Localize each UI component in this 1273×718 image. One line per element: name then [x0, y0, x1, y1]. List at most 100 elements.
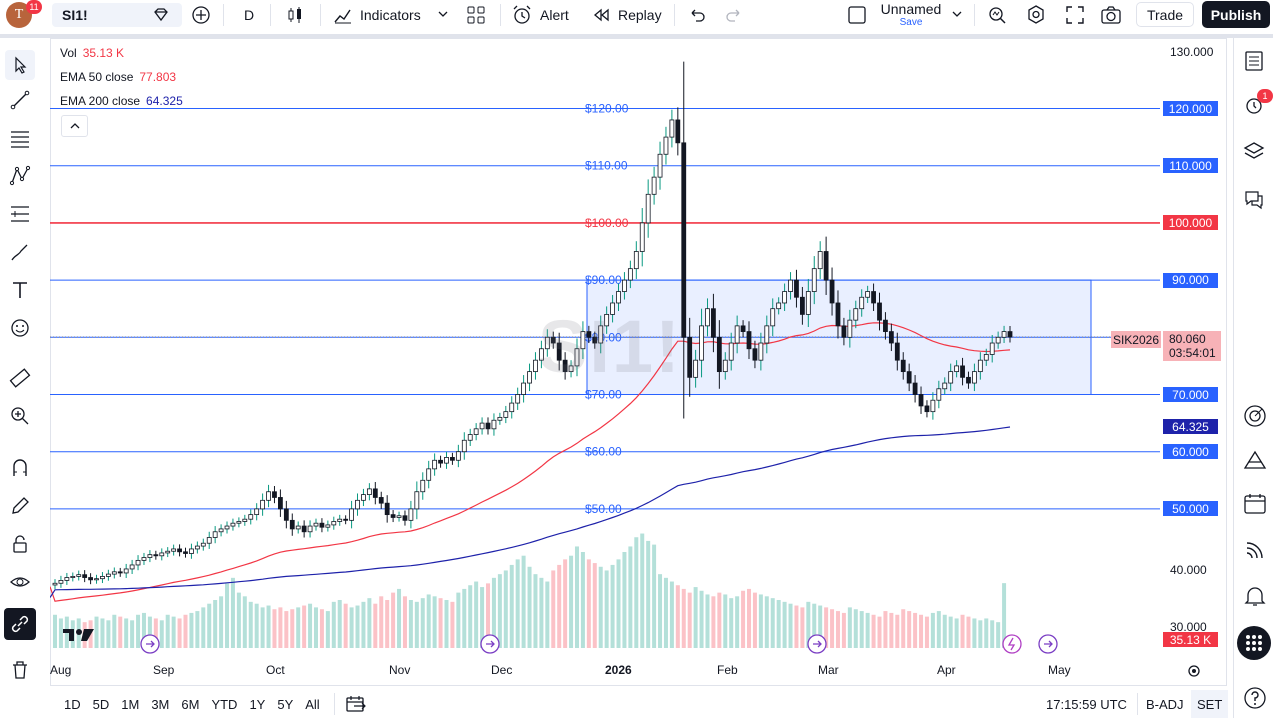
layout-square-icon[interactable]	[847, 5, 867, 25]
volume-bar	[960, 614, 965, 648]
apps-button[interactable]	[1237, 626, 1271, 660]
legend-vol-label: Vol	[60, 46, 77, 60]
range-5d[interactable]: 5D	[92, 696, 110, 712]
candle-type-icon[interactable]	[285, 5, 305, 25]
arrow-right-icon	[1044, 640, 1053, 648]
zoom-tool[interactable]	[8, 404, 32, 428]
alert-button[interactable]: Alert	[540, 7, 569, 23]
watchlist-icon[interactable]	[1243, 50, 1265, 72]
range-1y[interactable]: 1Y	[249, 696, 266, 712]
price-axis-tag[interactable]: 90.000	[1163, 272, 1218, 288]
trend-line-tool[interactable]	[8, 88, 32, 112]
streams-icon[interactable]	[1243, 538, 1267, 562]
camera-snapshot-icon[interactable]	[1100, 4, 1122, 26]
candle-body	[568, 365, 574, 373]
notifications-bell-icon[interactable]	[1243, 584, 1267, 608]
last-price-tag[interactable]: 80.060 03:54:01	[1163, 331, 1221, 361]
session-toggle[interactable]: SET	[1191, 690, 1229, 718]
volume-bar	[225, 583, 230, 648]
hline-label: $100.00	[585, 216, 629, 230]
candle-body	[556, 342, 562, 361]
chat-icon[interactable]	[1243, 188, 1265, 210]
volume-bar	[841, 612, 846, 648]
replay-button[interactable]: Replay	[618, 7, 662, 23]
ideas-icon[interactable]	[1243, 448, 1267, 472]
price-axis-tag[interactable]: 60.000	[1163, 444, 1218, 460]
candle-body	[799, 296, 805, 315]
ema200-line[interactable]	[50, 426, 1011, 598]
chart-pane[interactable]	[50, 38, 1227, 686]
dividend-marker[interactable]	[1002, 634, 1022, 654]
fullscreen-icon[interactable]	[1064, 4, 1086, 26]
price-axis-tag[interactable]: 50.000	[1163, 501, 1218, 517]
help-icon[interactable]	[1243, 686, 1267, 710]
volume-bar	[290, 609, 295, 648]
candle-body	[278, 497, 283, 510]
chart-canvas[interactable]: $120.00$110.00$100.00$90.00$80.00$70.00$…	[50, 38, 1160, 658]
lock-tool[interactable]	[8, 532, 32, 556]
undo-icon[interactable]	[687, 5, 707, 25]
legend-ema200-label: EMA 200 close	[60, 94, 141, 108]
legend-ema200[interactable]: EMA 200 close 64.325	[60, 94, 183, 108]
legend-volume[interactable]: Vol 35.13 K	[60, 46, 124, 60]
fib-tool[interactable]	[8, 202, 32, 226]
magnet-tool[interactable]	[8, 456, 32, 480]
visibility-tool[interactable]	[8, 570, 32, 594]
target-icon[interactable]	[1243, 404, 1267, 428]
emoji-tool[interactable]	[8, 316, 32, 340]
range-6m[interactable]: 6M	[181, 696, 200, 712]
chevron-down-icon[interactable]	[438, 10, 448, 18]
interval-button[interactable]: D	[244, 7, 255, 23]
pattern-tool[interactable]	[8, 164, 32, 188]
badj-toggle[interactable]: B-ADJ	[1146, 696, 1184, 712]
remove-drawings-tool[interactable]	[8, 658, 32, 682]
settings-gear-icon[interactable]	[1025, 4, 1047, 26]
redo-icon[interactable]	[724, 5, 744, 25]
candle-body	[645, 193, 651, 224]
text-tool[interactable]	[8, 278, 32, 302]
range-1d[interactable]: 1D	[64, 696, 81, 712]
price-axis-tag[interactable]: 120.000	[1163, 101, 1218, 116]
alerts-clock-icon[interactable]	[1243, 94, 1265, 116]
range-all[interactable]: All	[305, 696, 320, 712]
price-axis-tag[interactable]: 35.13 K	[1163, 632, 1218, 647]
layouts-grid-icon[interactable]	[466, 5, 486, 25]
indicators-button[interactable]: Indicators	[360, 7, 421, 23]
price-axis-tag[interactable]: 64.325	[1163, 419, 1218, 435]
cursor-tool[interactable]	[5, 50, 35, 80]
candle-body	[746, 331, 752, 350]
sync-drawings-tool[interactable]	[4, 608, 36, 640]
publish-button[interactable]: Publish	[1202, 1, 1270, 28]
layout-name-button[interactable]: Unnamed Save	[874, 2, 948, 30]
legend-ema50[interactable]: EMA 50 close 77.803	[60, 70, 176, 84]
quick-search-icon[interactable]	[986, 4, 1008, 26]
calendar-icon[interactable]	[1243, 492, 1267, 516]
timezone-settings-icon[interactable]	[1187, 664, 1201, 678]
arrow-right-icon	[146, 640, 155, 648]
symbol-search-button[interactable]: SI1!	[52, 3, 182, 27]
collapse-legend-button[interactable]	[61, 115, 88, 137]
range-3m[interactable]: 3M	[151, 696, 170, 712]
add-symbol-icon[interactable]	[191, 5, 211, 25]
chevron-down-icon[interactable]	[952, 10, 962, 18]
volume-bar	[391, 592, 396, 648]
price-axis-tag[interactable]: 110.000	[1163, 158, 1218, 174]
brush-tool[interactable]	[8, 240, 32, 264]
candle-body	[776, 302, 782, 310]
range-1m[interactable]: 1M	[121, 696, 140, 712]
bottom-toolbar: 1D 5D 1M 3M 6M YTD 1Y 5Y All 17:15:59 UTC B-ADJ …	[50, 690, 1230, 718]
cursor-arrow-icon	[15, 56, 27, 74]
trade-button[interactable]: Trade	[1136, 2, 1194, 27]
horizontal-lines-tool[interactable]	[8, 126, 32, 150]
volume-bar	[355, 605, 360, 648]
ruler-tool[interactable]	[8, 366, 32, 390]
date-range-icon[interactable]	[345, 695, 367, 713]
clock-utc[interactable]: 17:15:59 UTC	[1046, 696, 1127, 712]
price-axis-tag[interactable]: 100.000	[1163, 215, 1218, 231]
drawing-mode-tool[interactable]	[8, 494, 32, 518]
range-ytd[interactable]: YTD	[211, 696, 238, 712]
range-5y[interactable]: 5Y	[277, 696, 294, 712]
volume-bar	[533, 574, 538, 648]
layers-icon[interactable]	[1243, 140, 1265, 162]
price-axis-tag[interactable]: 70.000	[1163, 387, 1218, 402]
